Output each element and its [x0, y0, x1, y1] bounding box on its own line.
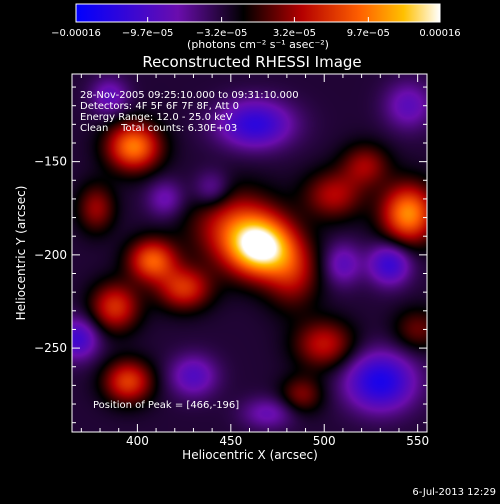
y-tick-label: −150	[34, 155, 67, 169]
chart-title: Reconstructed RHESSI Image	[142, 53, 361, 71]
colorbar-ticks: −0.00016 −9.7e−05 −3.2e−05 3.2e−05 9.7e−05 0.…	[51, 17, 461, 39]
annotation-detectors: Detectors: 4F 5F 6F 7F 8F, Att 0	[80, 101, 239, 112]
colorbar-tick-label: 9.7e−05	[347, 28, 390, 39]
x-tick-label: 550	[406, 434, 429, 448]
y-axis-label: Heliocentric Y (arcsec)	[14, 186, 28, 321]
colorbar-unit: (photons cm⁻² s⁻¹ asec⁻²)	[187, 38, 329, 51]
colorbar-tick-label: −3.2e−05	[196, 28, 248, 39]
x-axis-label: Heliocentric X (arcsec)	[182, 448, 318, 462]
colorbar-tick-label: −9.7e−05	[122, 28, 174, 39]
heatmap-image	[72, 74, 427, 432]
colorbar	[76, 4, 440, 22]
annotation-clean-counts: Clean Total counts: 6.30E+03	[80, 123, 237, 134]
annotation-energy-range: Energy Range: 12.0 - 25.0 keV	[80, 112, 233, 123]
peak-position-label: Position of Peak = [466,-196]	[93, 400, 239, 411]
x-axis-ticks: 400 450 500 550	[80, 74, 429, 448]
x-tick-label: 450	[219, 434, 242, 448]
y-tick-label: −250	[34, 341, 67, 355]
x-tick-label: 400	[126, 434, 149, 448]
footer-timestamp: 6-Jul-2013 12:29	[412, 487, 496, 498]
annotation-time-range: 28-Nov-2005 09:25:10.000 to 09:31:10.000	[80, 90, 299, 101]
x-tick-label: 500	[313, 434, 336, 448]
y-axis-ticks: −150 −200 −250	[34, 86, 427, 424]
colorbar-tick-label: 0.00016	[419, 28, 460, 39]
y-tick-label: −200	[34, 248, 67, 262]
colorbar-frame	[75, 3, 441, 23]
colorbar-tick-label: −0.00016	[51, 28, 101, 39]
heatmap-container	[72, 74, 427, 432]
colorbar-tick-label: 3.2e−05	[273, 28, 316, 39]
